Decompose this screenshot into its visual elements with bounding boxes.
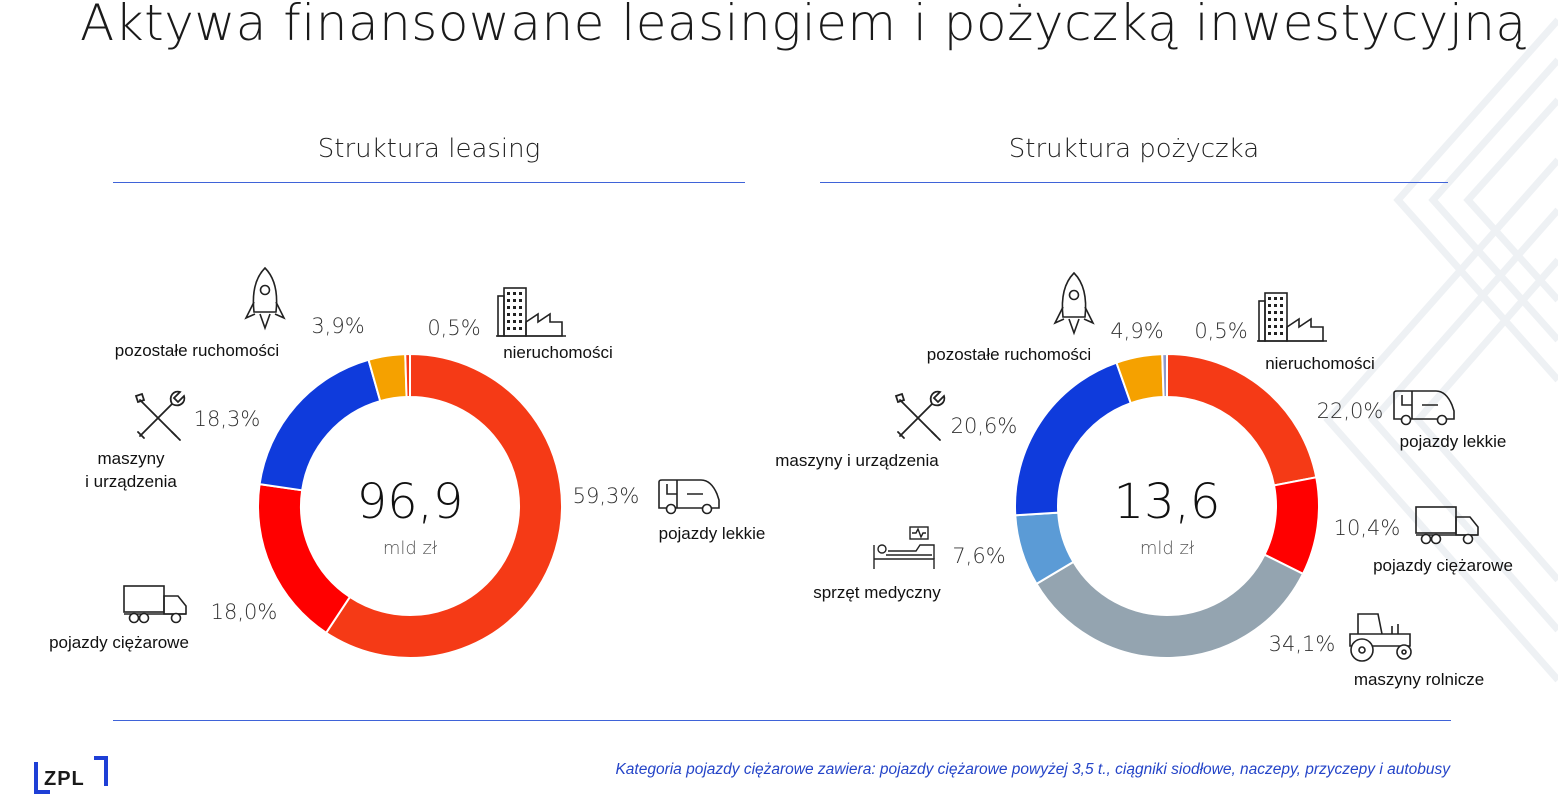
section-title-leasing: Struktura leasing — [317, 134, 541, 164]
donut-slice-nieruchomości — [1161, 352, 1168, 399]
pozyczka-donut — [1013, 352, 1320, 659]
page-title: Aktywa finansowane leasingiem i pożyczką… — [80, 0, 1527, 52]
pozyczka-center-value: 13,6 — [1114, 474, 1221, 530]
pozyczka-label-nieruchomosci: nieruchomości — [1265, 354, 1375, 373]
pozyczka-label-medyczny: sprzęt medyczny — [813, 583, 941, 602]
medical-bed-icon — [873, 526, 935, 570]
donut-slice-maszyny-rolnicze — [1035, 553, 1305, 659]
divider-bottom — [113, 720, 1451, 721]
pozyczka-label-pozostale: pozostałe ruchomości — [927, 345, 1091, 364]
van-icon — [1393, 390, 1455, 426]
pozyczka-label-maszyny: maszyny i urządzenia — [775, 451, 939, 470]
pozyczka-pct-rolnicze: 34,1% — [1269, 632, 1336, 656]
pozyczka-center-unit: mld zł — [1140, 538, 1195, 559]
factory-icon — [1256, 292, 1328, 342]
background-pattern — [1323, 17, 1558, 683]
pozyczka-pct-pozostale: 4,9% — [1110, 319, 1163, 343]
pozyczka-label-rolnicze: maszyny rolnicze — [1354, 670, 1484, 689]
truck-icon — [1415, 506, 1479, 545]
zpl-logo-icon — [34, 756, 108, 794]
leasing-label-maszyny-1: maszyny — [97, 449, 165, 468]
donut-slice-pojazdy-lekkie — [324, 352, 563, 659]
leasing-pct-pozostale: 3,9% — [311, 314, 364, 338]
leasing-pct-ciezarowe: 18,0% — [211, 600, 278, 624]
tools-icon — [895, 390, 946, 441]
tractor-icon — [1349, 613, 1412, 662]
pozyczka-pct-ciezarowe: 10,4% — [1334, 516, 1401, 540]
pozyczka-pct-maszyny: 20,6% — [951, 414, 1018, 438]
pozyczka-label-ciezarowe: pojazdy ciężarowe — [1373, 556, 1513, 575]
leasing-label-maszyny-2: i urządzenia — [85, 472, 177, 491]
leasing-center-unit: mld zł — [383, 538, 438, 559]
divider-pozyczka — [820, 182, 1448, 183]
rocket-icon — [245, 267, 285, 329]
pozyczka-pct-nieruchomosci: 0,5% — [1194, 319, 1247, 343]
section-title-pozyczka: Struktura pożyczka — [1008, 134, 1260, 164]
leasing-pct-lekkie: 59,3% — [573, 484, 640, 508]
donut-slice-nieruchomości — [404, 352, 411, 399]
footnote: Kategoria pojazdy ciężarowe zawiera: poj… — [615, 761, 1450, 778]
pozyczka-label-lekkie: pojazdy lekkie — [1400, 432, 1507, 451]
rocket-icon — [1054, 272, 1094, 334]
donut-slice-pojazdy-lekkie — [1166, 352, 1318, 487]
leasing-pct-nieruchomosci: 0,5% — [427, 316, 480, 340]
leasing-label-pozostale: pozostałe ruchomości — [115, 341, 279, 360]
leasing-donut — [257, 352, 563, 659]
van-icon — [658, 479, 720, 515]
pozyczka-pct-medyczny: 7,6% — [952, 544, 1005, 568]
divider-leasing — [113, 182, 745, 183]
tools-icon — [135, 390, 186, 441]
leasing-label-nieruchomosci: nieruchomości — [503, 343, 613, 362]
truck-icon — [123, 585, 187, 624]
logo-text: ZPL — [44, 768, 85, 790]
factory-icon — [495, 287, 567, 337]
pozyczka-pct-lekkie: 22,0% — [1317, 399, 1384, 423]
leasing-pct-maszyny: 18,3% — [194, 407, 261, 431]
leasing-center-value: 96,9 — [357, 474, 464, 530]
leasing-label-ciezarowe: pojazdy ciężarowe — [49, 633, 189, 652]
leasing-label-lekkie: pojazdy lekkie — [659, 524, 766, 543]
donut-slice-maszyny-i-urządzenia — [258, 358, 382, 492]
